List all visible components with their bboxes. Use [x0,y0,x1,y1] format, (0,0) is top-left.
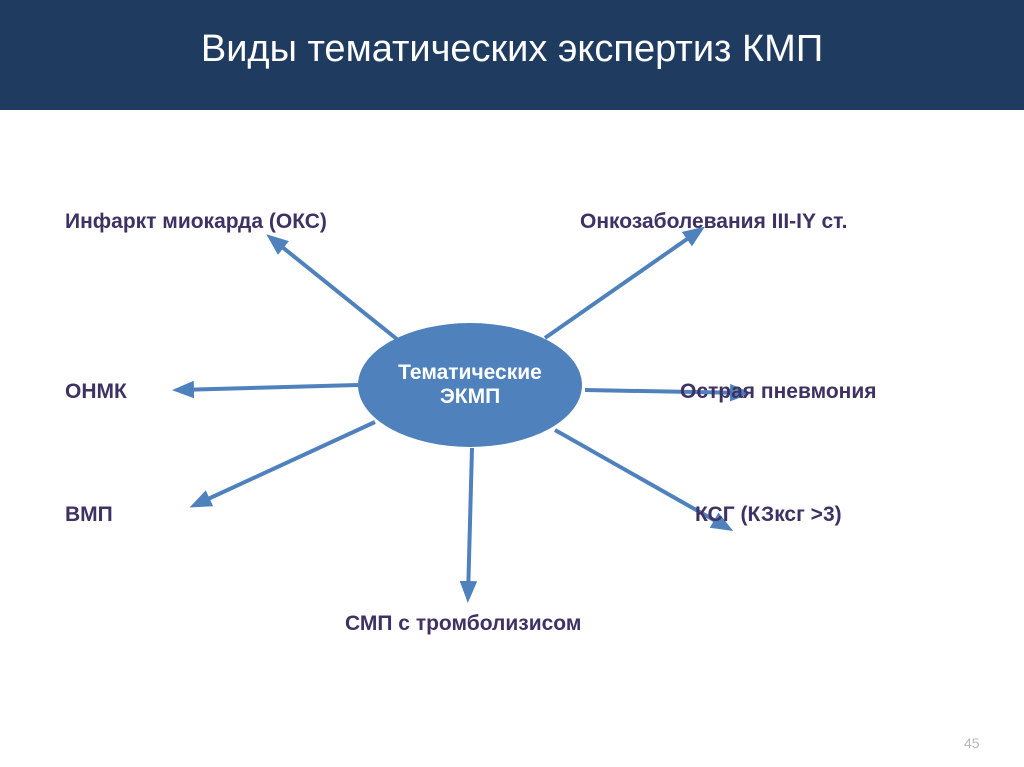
label-ksg: КСГ (КЗксг >3) [695,503,842,527]
slide: Виды тематических экспертиз КМП Тематиче… [0,0,1024,767]
label-onko: Онкозаболевания III-IY ст. [580,210,847,234]
arrow [271,238,398,340]
arrow [178,385,358,390]
label-pnevm: Острая пневмония [680,380,877,404]
arrow [545,230,700,338]
slide-title: Виды тематических экспертиз КМП [201,28,823,70]
label-onmk: ОНМК [65,380,127,404]
label-smp: СМП с тромболизисом [345,612,581,636]
title-bar: Виды тематических экспертиз КМП [0,0,1024,110]
center-node-line2: ЭКМП [398,385,542,409]
center-node-line1: Тематические [398,361,542,385]
page-number: 45 [964,735,980,751]
center-node-label: Тематические ЭКМП [398,361,542,409]
arrow [468,448,472,597]
center-node: Тематические ЭКМП [358,323,582,447]
label-vmp: ВМП [65,503,113,527]
arrow [195,422,375,505]
label-infarkt: Инфаркт миокарда (ОКС) [65,210,327,234]
